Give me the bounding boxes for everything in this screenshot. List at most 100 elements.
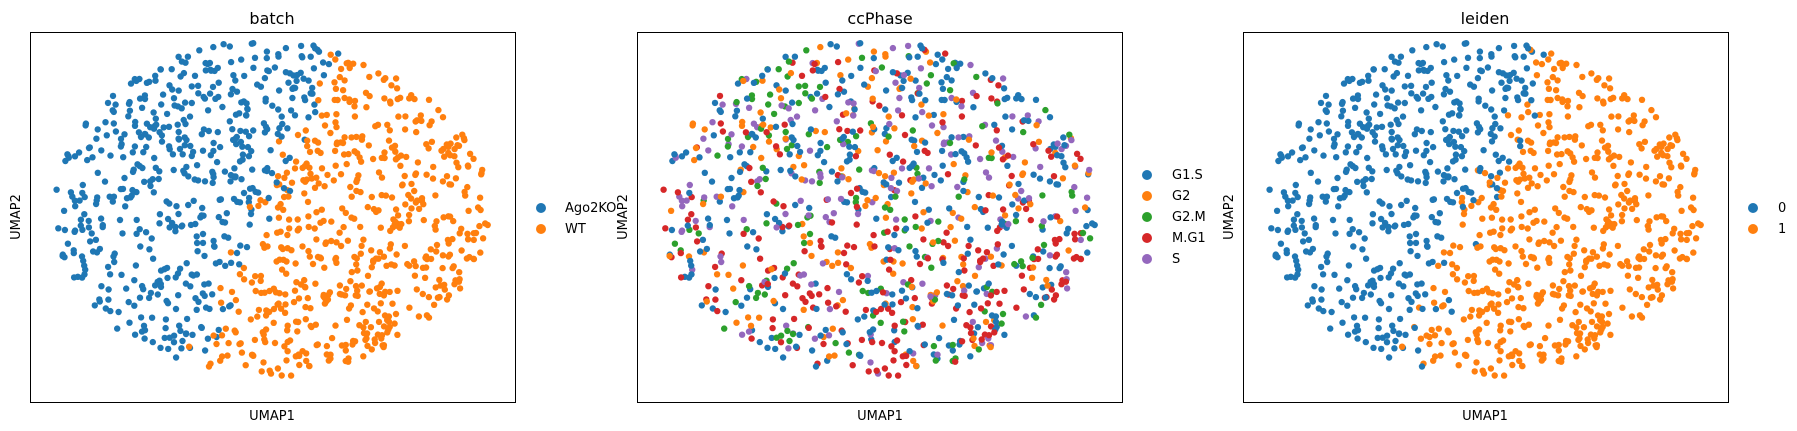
scatter-point-0 <box>1346 230 1353 237</box>
x-axis-label: UMAP1 <box>1462 409 1508 424</box>
scatter-point-1 <box>1481 169 1489 177</box>
scatter-point-g2 <box>845 56 852 63</box>
scatter-point-wt <box>402 113 409 120</box>
scatter-point-g2 <box>982 318 990 326</box>
scatter-point-0 <box>1517 142 1524 150</box>
x-axis-label: UMAP1 <box>249 409 295 424</box>
scatter-point-wt <box>341 292 349 299</box>
scatter-point-wt <box>412 171 419 179</box>
scatter-point-wt <box>210 332 217 339</box>
scatter-point-1 <box>1439 303 1446 310</box>
scatter-point-1 <box>1465 287 1472 295</box>
scatter-point-1 <box>1556 60 1563 67</box>
scatter-point-1 <box>1524 184 1532 191</box>
scatter-point-0 <box>1288 149 1296 156</box>
scatter-point-1 <box>1473 359 1480 366</box>
scatter-point-wt <box>337 242 345 250</box>
scatter-point-m-g1 <box>894 372 902 379</box>
scatter-point-ago2ko <box>269 102 276 109</box>
scatter-point-g1-s <box>668 226 676 234</box>
scatter-point-0 <box>1443 72 1450 79</box>
legend-label-wt: WT <box>565 222 586 237</box>
scatter-point-1 <box>1591 154 1599 161</box>
scatter-point-0 <box>1349 95 1357 102</box>
scatter-point-0 <box>1514 96 1522 104</box>
scatter-point-g2 <box>868 74 876 82</box>
scatter-point-wt <box>343 160 350 168</box>
scatter-point-1 <box>1549 290 1557 298</box>
scatter-point-m-g1 <box>939 119 946 126</box>
scatter-point-ago2ko <box>319 59 327 66</box>
scatter-point-ago2ko <box>161 334 168 342</box>
scatter-point-g1-s <box>857 64 864 72</box>
scatter-point-0 <box>1305 200 1313 208</box>
scatter-point-g1-s <box>895 179 903 186</box>
scatter-point-ago2ko <box>170 95 178 102</box>
scatter-point-g1-s <box>864 277 871 285</box>
scatter-point-m-g1 <box>999 156 1007 163</box>
scatter-point-wt <box>291 165 299 172</box>
scatter-point-1 <box>1564 97 1572 105</box>
scatter-point-g1-s <box>734 80 742 87</box>
scatter-point-1 <box>1525 321 1533 328</box>
scatter-point-1 <box>1531 165 1539 172</box>
scatter-point-s <box>1025 195 1033 202</box>
scatter-point-ago2ko <box>172 354 180 361</box>
scatter-point-wt <box>281 309 289 316</box>
scatter-point-s <box>830 210 837 217</box>
scatter-point-g2-m <box>789 330 797 338</box>
scatter-point-wt <box>255 202 262 210</box>
scatter-point-ago2ko <box>101 178 109 185</box>
scatter-point-ago2ko <box>243 100 250 107</box>
scatter-point-g2 <box>834 259 842 266</box>
scatter-point-s <box>999 75 1007 82</box>
scatter-point-1 <box>1643 301 1651 308</box>
scatter-point-0 <box>1342 186 1349 194</box>
scatter-point-wt <box>380 292 388 299</box>
scatter-point-0 <box>1369 211 1377 218</box>
scatter-point-ago2ko <box>210 242 218 250</box>
scatter-point-wt <box>321 264 328 271</box>
scatter-point-g1-s <box>895 247 902 254</box>
scatter-point-m-g1 <box>769 316 777 323</box>
scatter-point-wt <box>257 277 264 285</box>
scatter-point-ago2ko <box>246 221 253 228</box>
scatter-point-wt <box>312 280 319 287</box>
scatter-point-0 <box>1451 176 1458 183</box>
scatter-point-0 <box>1362 255 1370 262</box>
scatter-point-wt <box>264 243 271 250</box>
scatter-point-m-g1 <box>857 127 864 134</box>
legend-marker-1 <box>1748 224 1758 234</box>
scatter-point-g2 <box>834 249 842 256</box>
scatter-point-wt <box>333 139 341 146</box>
scatter-point-1 <box>1554 292 1562 299</box>
scatter-point-1 <box>1645 192 1652 199</box>
scatter-point-wt <box>332 56 339 63</box>
scatter-point-0 <box>1376 110 1384 118</box>
scatter-point-ago2ko <box>278 133 285 140</box>
scatter-point-1 <box>1464 336 1472 344</box>
scatter-point-ago2ko <box>125 113 132 120</box>
scatter-point-s <box>928 183 935 190</box>
scatter-point-ago2ko <box>141 95 149 103</box>
scatter-point-ago2ko <box>238 99 245 106</box>
scatter-point-wt <box>364 272 372 279</box>
scatter-point-ago2ko <box>312 108 319 116</box>
scatter-point-wt <box>435 106 442 114</box>
scatter-point-1 <box>1501 179 1509 186</box>
scatter-point-wt <box>415 205 423 213</box>
scatter-point-1 <box>1674 136 1681 144</box>
scatter-point-1 <box>1683 236 1691 244</box>
scatter-point-wt <box>238 349 246 356</box>
scatter-point-wt <box>270 319 277 326</box>
scatter-point-m-g1 <box>877 305 885 313</box>
scatter-point-1 <box>1683 155 1690 162</box>
scatter-point-m-g1 <box>993 127 1000 134</box>
scatter-point-g2 <box>988 149 995 156</box>
scatter-point-g1-s <box>960 133 967 141</box>
scatter-point-m-g1 <box>772 143 780 150</box>
scatter-point-wt <box>455 278 463 285</box>
scatter-point-wt <box>436 276 443 284</box>
scatter-point-1 <box>1626 117 1634 124</box>
scatter-point-m-g1 <box>853 185 861 192</box>
